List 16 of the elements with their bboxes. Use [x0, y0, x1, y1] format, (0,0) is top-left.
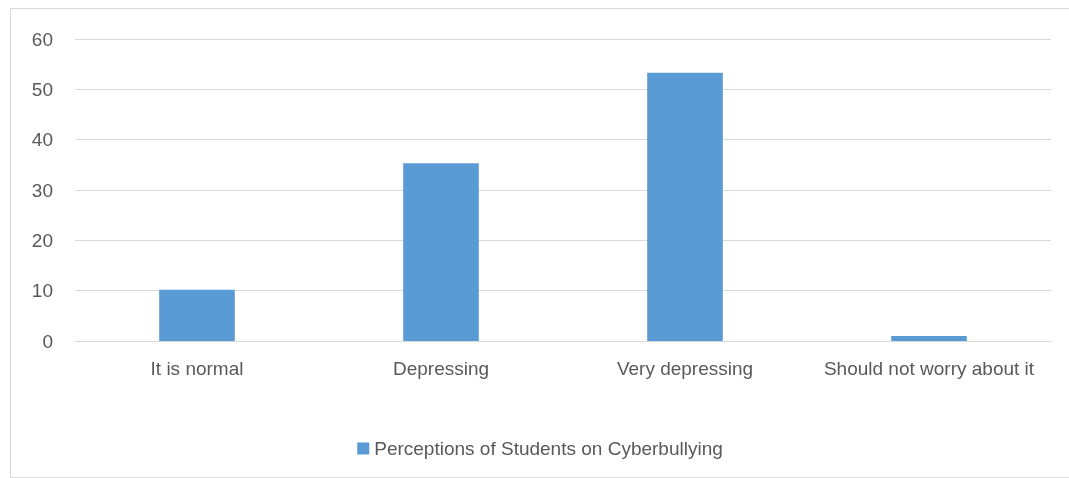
bar: [891, 335, 967, 341]
bar: [647, 72, 723, 341]
y-tick-label: 20: [31, 229, 53, 251]
x-tick-label: Very depressing: [616, 357, 754, 379]
x-tick-label: Depressing: [392, 357, 490, 379]
x-tick-label: It is normal: [150, 357, 244, 379]
y-tick-label: 10: [31, 280, 53, 302]
legend-label: Perceptions of Students on Cyberbullying: [374, 438, 723, 459]
y-tick-label: 30: [31, 179, 53, 201]
y-tick-label: 0: [42, 330, 53, 352]
bar: [403, 163, 479, 341]
bar: [159, 289, 235, 341]
y-tick-label: 60: [31, 28, 53, 50]
y-tick-label: 50: [31, 78, 53, 100]
x-tick-label: Should not worry about it: [823, 357, 1035, 379]
y-tick-label: 40: [31, 129, 53, 151]
